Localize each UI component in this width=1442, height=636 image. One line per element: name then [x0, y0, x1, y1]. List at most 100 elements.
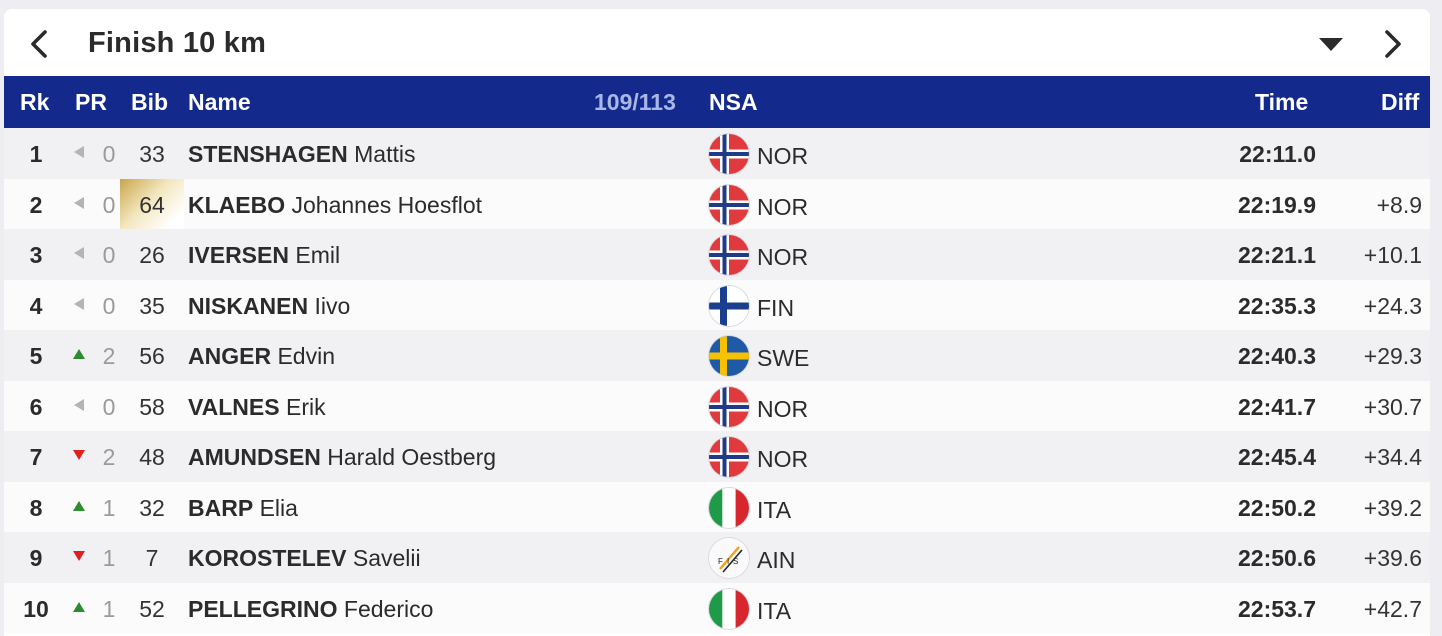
split-dropdown-button[interactable] [1316, 33, 1346, 55]
nsa-cell: NOR [757, 143, 809, 169]
diff-cell: +29.3 [1363, 343, 1422, 369]
athlete-name[interactable]: ANGER Edvin [188, 343, 335, 370]
nsa-cell: FIN [757, 294, 795, 321]
diff-cell: +42.7 [1363, 595, 1422, 622]
athlete-name[interactable]: NISKANEN Iivo [188, 293, 350, 320]
nsa-cell: NOR [757, 395, 809, 422]
rank-down-icon [73, 551, 85, 561]
diff-cell: +24.3 [1363, 292, 1422, 319]
bib-cell: 32 [139, 494, 165, 521]
chevron-left-icon [31, 30, 47, 58]
norway-flag-icon [709, 184, 749, 225]
bib-cell: 33 [139, 141, 165, 167]
rank-cell: 10 [23, 595, 49, 622]
table-row[interactable]: 7 2 48 AMUNDSEN Harald Oestberg NOR 22:45.4 +3… [4, 431, 1430, 482]
sweden-flag-icon [709, 336, 749, 376]
athlete-last-name: NISKANEN [188, 292, 309, 319]
diff-cell: +10.1 [1363, 242, 1422, 268]
bib-cell: 64 [120, 178, 184, 229]
norway-flag-icon [709, 235, 749, 275]
time-cell: 22:50.6 [1237, 545, 1316, 571]
diff-cell: +39.2 [1363, 494, 1422, 521]
rank-cell: 4 [29, 292, 43, 319]
page-title: Finish 10 km [88, 27, 267, 59]
athlete-last-name: BARP [188, 494, 254, 521]
table-row[interactable]: 4 0 35 NISKANEN Iivo FIN 22:35.3 +24.3 [4, 279, 1430, 330]
athlete-first-name: Savelii [352, 545, 421, 571]
athlete-name[interactable]: AMUNDSEN Harald Oestberg [188, 444, 496, 471]
column-header-time[interactable]: Time [1255, 89, 1309, 115]
rank-unchanged-icon [74, 247, 84, 259]
rank-cell: 5 [29, 343, 43, 369]
pr-trend [72, 296, 86, 312]
time-cell: 22:41.7 [1237, 393, 1316, 420]
table-row[interactable]: 8 1 32 BARP Elia ITA 22:50.2 +39.2 [4, 481, 1430, 532]
athlete-name[interactable]: KLAEBO Johannes Hoesflot [188, 192, 482, 219]
column-header-bib[interactable]: Bib [131, 89, 169, 115]
norway-flag-icon [709, 386, 749, 427]
pr-cell: 1 [102, 494, 116, 521]
pr-cell: 1 [102, 595, 116, 622]
rank-cell: 6 [29, 393, 43, 420]
bib-cell: 26 [139, 242, 165, 268]
bib-cell: 58 [139, 393, 165, 420]
bib-cell: 35 [139, 292, 165, 319]
next-split-button[interactable] [1378, 29, 1408, 59]
table-row[interactable]: 5 2 56 ANGER Edvin SWE 22:40.3 +29.3 [4, 330, 1430, 381]
table-row[interactable]: 3 0 26 IVERSEN Emil NOR 22:21.1 +10.1 [4, 229, 1430, 280]
time-cell: 22:40.3 [1237, 343, 1316, 369]
table-row[interactable]: 10 1 52 PELLEGRINO Federico ITA 22:53.7 +42.7 [4, 582, 1430, 633]
rank-unchanged-icon [74, 196, 84, 209]
athlete-last-name: STENSHAGEN [188, 141, 348, 167]
svg-text:S: S [733, 557, 738, 566]
athlete-first-name: Federico [343, 595, 434, 622]
rank-cell: 3 [29, 242, 43, 268]
bib-cell: 7 [145, 545, 159, 571]
column-header-name[interactable]: Name [188, 89, 251, 115]
rank-cell: 7 [29, 444, 43, 470]
athlete-last-name: ANGER [188, 343, 272, 369]
table-row[interactable]: 9 1 7 KOROSTELEV Savelii F I S AIN 22:50.6 +39.6 [4, 532, 1430, 583]
italy-flag-icon [709, 588, 749, 629]
athlete-first-name: Elia [259, 494, 298, 521]
column-header-pr[interactable]: PR [75, 89, 107, 115]
athlete-name[interactable]: KOROSTELEV Savelii [188, 545, 421, 572]
nsa-cell: NOR [757, 446, 809, 472]
pr-cell: 0 [102, 292, 116, 319]
table-row[interactable]: 1 0 33 STENSHAGEN Mattis NOR 22:11.0 [4, 128, 1430, 179]
time-cell: 22:11.0 [1239, 141, 1316, 167]
table-row[interactable]: 6 0 58 VALNES Erik NOR 22:41.7 +30.7 [4, 380, 1430, 431]
pr-cell: 2 [102, 343, 116, 369]
pr-trend [72, 548, 86, 564]
pr-cell: 0 [102, 393, 116, 420]
chevron-right-icon [1385, 30, 1401, 58]
athlete-first-name: Harald Oestberg [327, 444, 497, 470]
rank-up-icon [73, 601, 85, 612]
time-cell: 22:45.4 [1237, 444, 1316, 470]
athlete-name[interactable]: BARP Elia [188, 495, 298, 522]
finland-flag-icon [709, 285, 749, 326]
pr-cell: 0 [102, 141, 116, 167]
previous-split-button[interactable] [24, 29, 54, 59]
column-header-diff[interactable]: Diff [1381, 89, 1420, 115]
time-cell: 22:53.7 [1237, 595, 1316, 622]
pr-trend [72, 195, 86, 211]
athlete-name[interactable]: IVERSEN Emil [188, 242, 340, 269]
athlete-first-name: Iivo [314, 292, 351, 319]
table-row[interactable]: 2 0 64 KLAEBO Johannes Hoesflot NOR 22:19.9 +8… [4, 178, 1430, 229]
athlete-name[interactable]: PELLEGRINO Federico [188, 596, 433, 623]
rank-up-icon [73, 500, 85, 511]
rank-cell: 9 [29, 545, 43, 571]
nsa-cell: ITA [757, 597, 792, 624]
column-header-nsa[interactable]: NSA [709, 89, 758, 115]
rank-cell: 2 [29, 191, 43, 218]
rank-up-icon [73, 349, 85, 359]
diff-cell: +8.9 [1376, 191, 1422, 218]
athlete-last-name: VALNES [188, 393, 280, 420]
pr-trend [72, 346, 86, 362]
column-header-rank[interactable]: Rk [20, 89, 50, 115]
athlete-name[interactable]: STENSHAGEN Mattis [188, 141, 415, 168]
athlete-name[interactable]: VALNES Erik [188, 394, 326, 421]
nsa-cell: ITA [757, 496, 792, 523]
